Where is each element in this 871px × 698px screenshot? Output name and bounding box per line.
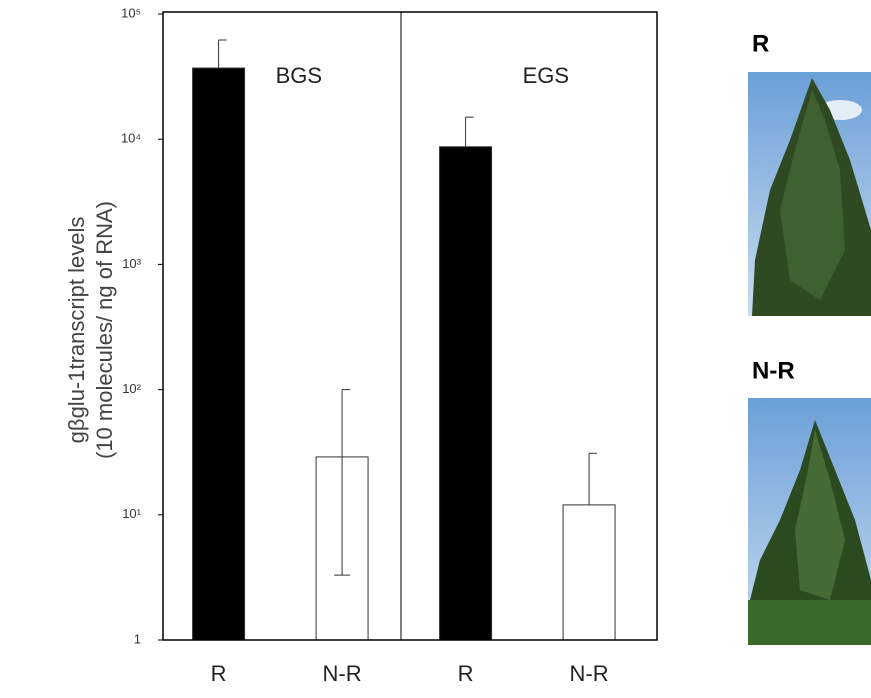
x-tick-label: N-R <box>570 661 609 686</box>
photo-nr <box>748 398 871 645</box>
photo-label: R <box>752 30 769 57</box>
y-tick-label: 1 <box>134 631 141 646</box>
y-tick-label: 10² <box>122 381 141 396</box>
x-tick-label: R <box>211 661 227 686</box>
y-tick-label: 10³ <box>122 256 141 271</box>
y-tick-label: 10¹ <box>122 506 141 521</box>
panel-label: BGS <box>276 63 322 88</box>
panel-label: EGS <box>523 63 569 88</box>
bar <box>563 505 615 640</box>
x-tick-label: N-R <box>323 661 362 686</box>
y-label: gβglu-1transcript levels (10 molecules/ … <box>64 201 117 459</box>
photo-label: N-R <box>752 357 795 384</box>
y-label-line: (10 molecules/ ng of RNA) <box>92 201 117 459</box>
bar <box>193 68 245 640</box>
chart: R N-R gβglu-1transcript levels (10 molec… <box>0 0 871 698</box>
y-label-line: gβglu-1transcript levels <box>64 217 89 444</box>
y-tick-label: 10⁵ <box>121 5 141 20</box>
y-tick-label: 10⁴ <box>121 131 141 146</box>
bar <box>440 147 492 640</box>
photo-r <box>748 72 871 316</box>
x-tick-label: R <box>458 661 474 686</box>
